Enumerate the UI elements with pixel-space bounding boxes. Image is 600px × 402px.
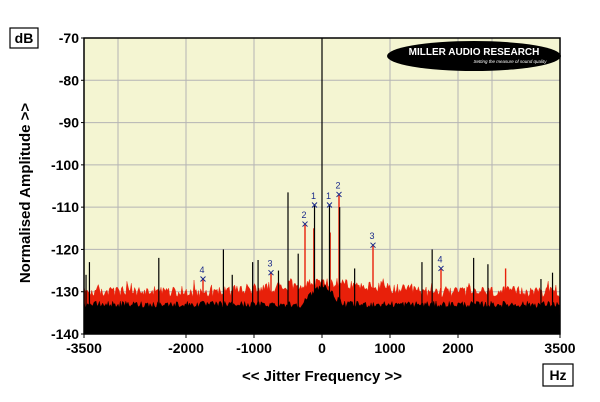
x-tick-label: 3500 bbox=[544, 340, 575, 356]
x-tick-label: -3500 bbox=[66, 340, 102, 356]
x-tick-label: 2000 bbox=[442, 340, 473, 356]
marker-cross bbox=[438, 265, 444, 272]
harmonic-marker: 2 bbox=[335, 180, 342, 198]
harmonic-marker: 4 bbox=[437, 254, 444, 272]
marker-label: 3 bbox=[267, 259, 272, 269]
x-tick-label: -2000 bbox=[168, 340, 204, 356]
y-tick-label: -130 bbox=[51, 284, 79, 300]
x-tick-label: -1000 bbox=[236, 340, 272, 356]
marker-label: 4 bbox=[437, 254, 442, 264]
marker-label: 1 bbox=[311, 191, 316, 201]
y-unit-box: dB bbox=[9, 27, 39, 49]
marker-cross bbox=[268, 269, 274, 276]
y-axis-title: Normalised Amplitude >> bbox=[17, 103, 34, 284]
marker-cross bbox=[326, 202, 333, 208]
marker-cross bbox=[370, 242, 376, 249]
y-tick-label: -120 bbox=[51, 241, 79, 257]
marker-label: 2 bbox=[335, 180, 340, 190]
marker-label: 3 bbox=[369, 231, 374, 241]
tick-layer: -3500 -2000 -1000 0 1000 2000 3500 -70 -80 -90 -10… bbox=[51, 30, 576, 356]
y-tick-label: -90 bbox=[59, 115, 79, 131]
marker-cross bbox=[302, 221, 308, 227]
logo-name: MILLER AUDIO RESEARCH bbox=[409, 47, 540, 58]
data-layer bbox=[84, 38, 560, 334]
marker-label: 1 bbox=[326, 191, 331, 201]
harmonic-marker: 3 bbox=[267, 259, 274, 276]
series-2 bbox=[84, 38, 560, 334]
x-tick-label: 0 bbox=[318, 340, 326, 356]
marker-label: 4 bbox=[199, 265, 204, 275]
marker-cross bbox=[336, 191, 342, 198]
x-unit-box: Hz bbox=[542, 363, 574, 387]
marker-cross bbox=[311, 202, 318, 208]
y-tick-label: -110 bbox=[52, 199, 79, 215]
x-axis-title: << Jitter Frequency >> bbox=[242, 368, 402, 385]
harmonic-marker: 1 bbox=[326, 191, 333, 208]
logo-tagline: Setting the measure of sound quality bbox=[473, 59, 547, 64]
harmonic-marker: 3 bbox=[369, 231, 376, 249]
y-tick-label: -70 bbox=[59, 30, 79, 46]
harmonic-marker: 2 bbox=[301, 210, 308, 227]
harmonic-marker: 4 bbox=[199, 265, 206, 282]
marker-label: 2 bbox=[301, 210, 306, 220]
y-tick-label: -100 bbox=[51, 157, 79, 173]
x-tick-label: 1000 bbox=[374, 340, 405, 356]
y-tick-label: -80 bbox=[59, 72, 79, 88]
x-unit-label: Hz bbox=[549, 367, 566, 383]
harmonic-marker: 1 bbox=[311, 191, 318, 208]
y-unit-label: dB bbox=[15, 30, 34, 46]
miller-audio-research-logo: MILLER AUDIO RESEARCH Setting the measur… bbox=[387, 41, 561, 71]
y-tick-label: -140 bbox=[51, 326, 79, 342]
marker-cross bbox=[200, 276, 206, 282]
